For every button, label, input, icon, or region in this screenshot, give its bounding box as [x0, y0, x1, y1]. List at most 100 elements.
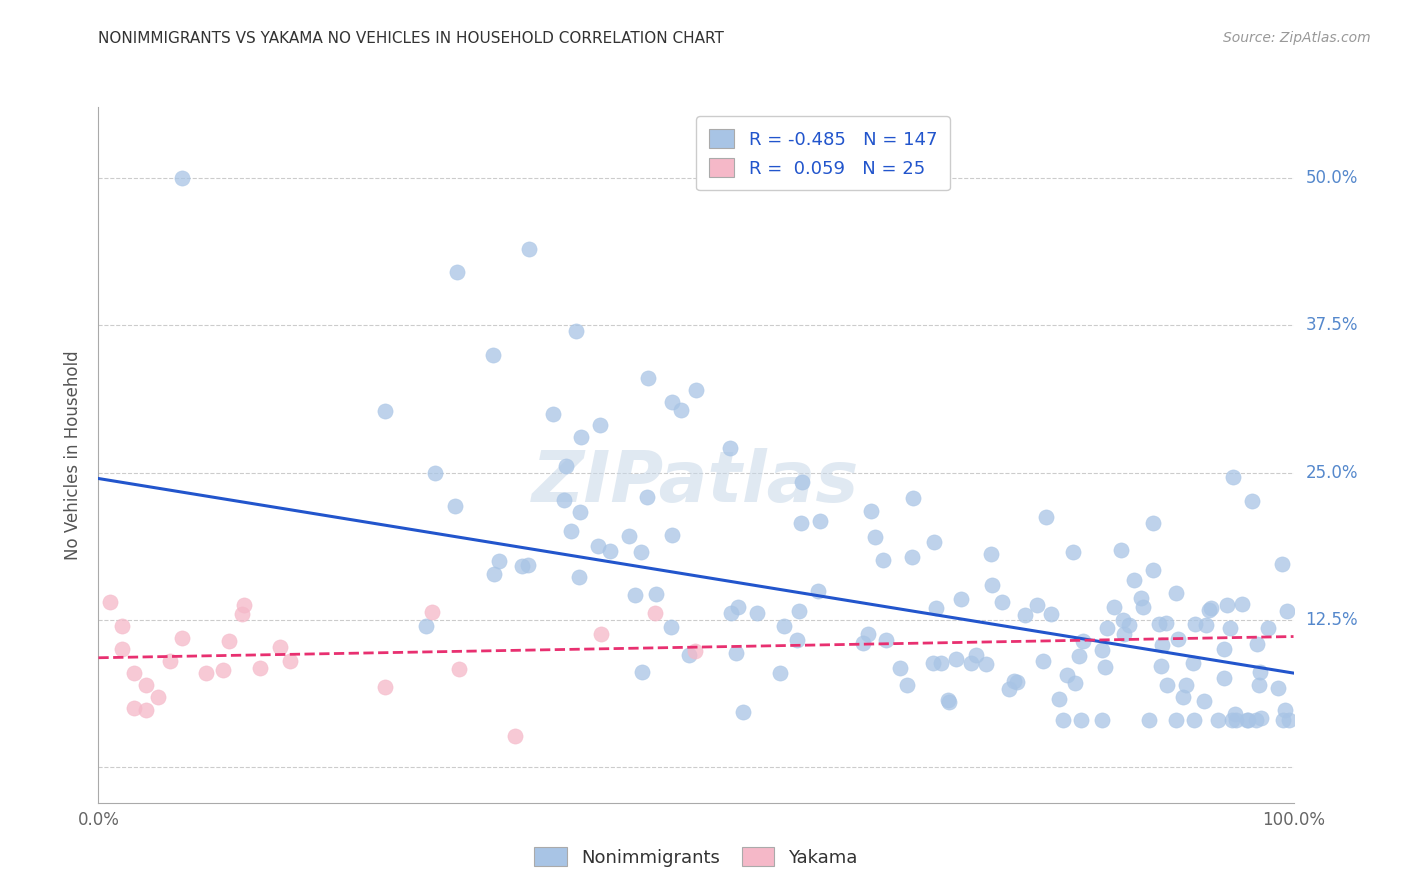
Point [644, 606, 666, 620]
Point [1091, 713, 1114, 727]
Point [1236, 713, 1258, 727]
Point [901, 491, 924, 505]
Point [172, 631, 194, 645]
Point [553, 493, 575, 508]
Point [1002, 674, 1025, 689]
Point [569, 505, 592, 519]
Point [1198, 603, 1220, 617]
Point [725, 646, 748, 660]
Point [1230, 597, 1253, 611]
Point [420, 605, 443, 619]
Point [124, 666, 146, 681]
Point [560, 524, 582, 538]
Point [111, 619, 134, 633]
Point [949, 591, 972, 606]
Point [1171, 690, 1194, 704]
Point [159, 654, 181, 668]
Point [1149, 617, 1171, 632]
Point [1247, 678, 1270, 692]
Point [1166, 713, 1188, 727]
Point [1142, 563, 1164, 577]
Point [1216, 598, 1239, 612]
Text: Source: ZipAtlas.com: Source: ZipAtlas.com [1223, 31, 1371, 45]
Point [1225, 706, 1247, 721]
Point [998, 681, 1021, 696]
Point [1154, 615, 1177, 630]
Point [630, 545, 652, 559]
Point [1071, 634, 1094, 648]
Point [541, 407, 564, 421]
Point [1271, 713, 1294, 727]
Point [1167, 632, 1189, 647]
Point [1274, 703, 1296, 717]
Point [1109, 543, 1132, 558]
Point [269, 640, 291, 655]
Point [589, 626, 612, 640]
Point [733, 705, 755, 719]
Point [1014, 608, 1036, 623]
Point [423, 466, 446, 480]
Point [1040, 607, 1063, 621]
Point [1025, 598, 1047, 612]
Point [194, 666, 217, 681]
Point [807, 584, 830, 599]
Point [1052, 713, 1074, 727]
Point [1047, 691, 1070, 706]
Point [1112, 627, 1135, 641]
Point [1184, 617, 1206, 632]
Point [1244, 713, 1267, 727]
Point [481, 348, 505, 362]
Point [488, 554, 510, 568]
Point [374, 403, 396, 417]
Point [415, 619, 437, 633]
Point [1123, 573, 1146, 587]
Point [980, 547, 1002, 561]
Point [1150, 638, 1173, 652]
Point [1218, 621, 1240, 635]
Text: ZIPatlas: ZIPatlas [533, 449, 859, 517]
Text: 12.5%: 12.5% [1305, 611, 1358, 629]
Point [1156, 677, 1178, 691]
Point [599, 544, 621, 558]
Point [889, 661, 911, 675]
Point [446, 265, 468, 279]
Point [1032, 654, 1054, 668]
Point [1271, 557, 1294, 571]
Text: 25.0%: 25.0% [1305, 464, 1358, 482]
Point [685, 383, 707, 397]
Point [1201, 601, 1223, 615]
Point [856, 626, 879, 640]
Point [249, 661, 271, 675]
Point [111, 642, 134, 657]
Point [1192, 694, 1215, 708]
Point [1174, 678, 1197, 692]
Point [278, 654, 301, 668]
Point [769, 666, 792, 681]
Point [1250, 711, 1272, 725]
Point [1062, 545, 1084, 559]
Point [872, 553, 894, 567]
Point [1095, 621, 1118, 635]
Point [517, 558, 540, 572]
Point [960, 657, 983, 671]
Point [896, 678, 918, 692]
Point [565, 324, 588, 338]
Point [720, 606, 742, 620]
Point [945, 652, 967, 666]
Point [589, 418, 612, 433]
Point [1182, 713, 1205, 727]
Point [568, 570, 591, 584]
Point [808, 514, 831, 528]
Point [636, 491, 658, 505]
Point [661, 395, 683, 409]
Point [172, 170, 194, 185]
Point [659, 620, 682, 634]
Point [586, 539, 609, 553]
Point [1056, 667, 1078, 681]
Point [1246, 637, 1268, 651]
Point [792, 475, 814, 489]
Point [569, 430, 592, 444]
Point [925, 601, 948, 615]
Text: 50.0%: 50.0% [1305, 169, 1358, 186]
Point [1267, 681, 1289, 696]
